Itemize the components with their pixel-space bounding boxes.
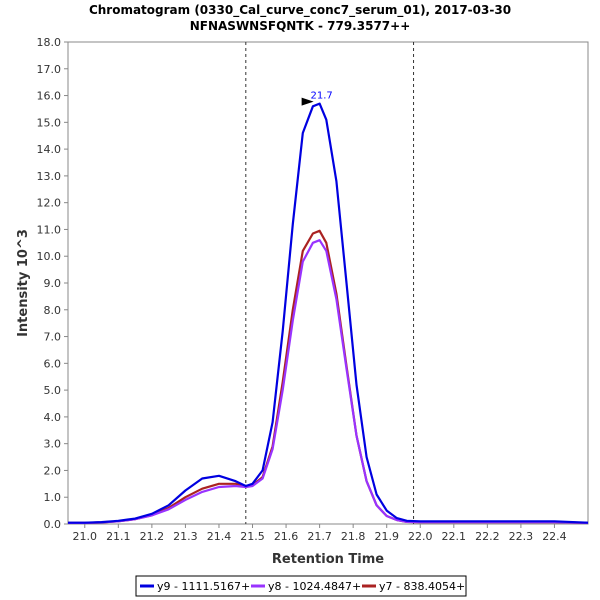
- x-tick-label: 22.3: [509, 530, 534, 543]
- x-tick-label: 21.9: [374, 530, 399, 543]
- x-tick-label: 22.4: [542, 530, 567, 543]
- legend-label: y7 - 838.4054+: [379, 580, 465, 593]
- y-tick-label: 9.0: [44, 277, 62, 290]
- y-tick-label: 3.0: [44, 438, 62, 451]
- x-tick-label: 22.0: [408, 530, 433, 543]
- y-tick-label: 8.0: [44, 304, 62, 317]
- y-tick-label: 2.0: [44, 464, 62, 477]
- chart-subtitle: NFNASWNSFQNTK - 779.3577++: [190, 19, 411, 33]
- x-tick-label: 21.8: [341, 530, 366, 543]
- y-tick-label: 0.0: [44, 518, 62, 531]
- series-line: [68, 102, 589, 524]
- peak-boundaries: [245, 42, 415, 524]
- x-axis: 21.0 21.1 21.2 21.3 21.4 21.5 21.6 21.7 21.8 21.9…: [73, 524, 567, 543]
- y-tick-label: 6.0: [44, 357, 62, 370]
- y-tick-label: 5.0: [44, 384, 62, 397]
- y-tick-label: 17.0: [37, 63, 62, 76]
- x-tick-label: 21.5: [240, 530, 265, 543]
- legend-box: [135, 575, 467, 597]
- plot-area: [67, 41, 589, 525]
- y-tick-label: 16.0: [37, 90, 62, 103]
- y-tick-label: 13.0: [37, 170, 62, 183]
- y-tick-label: 11.0: [37, 223, 62, 236]
- y-tick-label: 18.0: [37, 36, 62, 49]
- x-tick-label: 21.3: [173, 530, 198, 543]
- legend-label: y9 - 1111.5167+: [157, 580, 250, 593]
- legend-label: y8 - 1024.4847+: [268, 580, 361, 593]
- x-tick-label: 21.4: [207, 530, 232, 543]
- y-tick-label: 4.0: [44, 411, 62, 424]
- series-lines: [68, 102, 589, 525]
- x-tick-label: 22.1: [442, 530, 467, 543]
- x-tick-label: 22.2: [475, 530, 500, 543]
- x-tick-label: 21.1: [106, 530, 131, 543]
- x-tick-label: 21.2: [140, 530, 165, 543]
- chart-title: Chromatogram (0330_Cal_curve_conc7_serum…: [89, 3, 511, 18]
- x-tick-label: 21.6: [274, 530, 299, 543]
- y-tick-label: 1.0: [44, 491, 62, 504]
- x-tick-label: 21.0: [73, 530, 98, 543]
- y-axis: 0.0 1.0 2.0 3.0 4.0 5.0 6.0 7.0 8.0 9.0 10.0 11.0 12…: [37, 36, 68, 531]
- legend: y9 - 1111.5167+ y8 - 1024.4847+ y7 - 838.4…: [135, 575, 467, 597]
- peak-label: 21.7: [310, 91, 332, 102]
- x-tick-label: 21.7: [307, 530, 332, 543]
- peak-annotation: 21.7: [301, 91, 333, 106]
- y-axis-label: Intensity 10^3: [16, 229, 31, 337]
- y-tick-label: 12.0: [37, 197, 62, 210]
- y-tick-label: 10.0: [37, 250, 62, 263]
- x-axis-label: Retention Time: [272, 552, 384, 567]
- y-tick-label: 7.0: [44, 331, 62, 344]
- y-tick-label: 14.0: [37, 143, 62, 156]
- peak-marker: [301, 97, 314, 106]
- y-tick-label: 15.0: [37, 116, 62, 129]
